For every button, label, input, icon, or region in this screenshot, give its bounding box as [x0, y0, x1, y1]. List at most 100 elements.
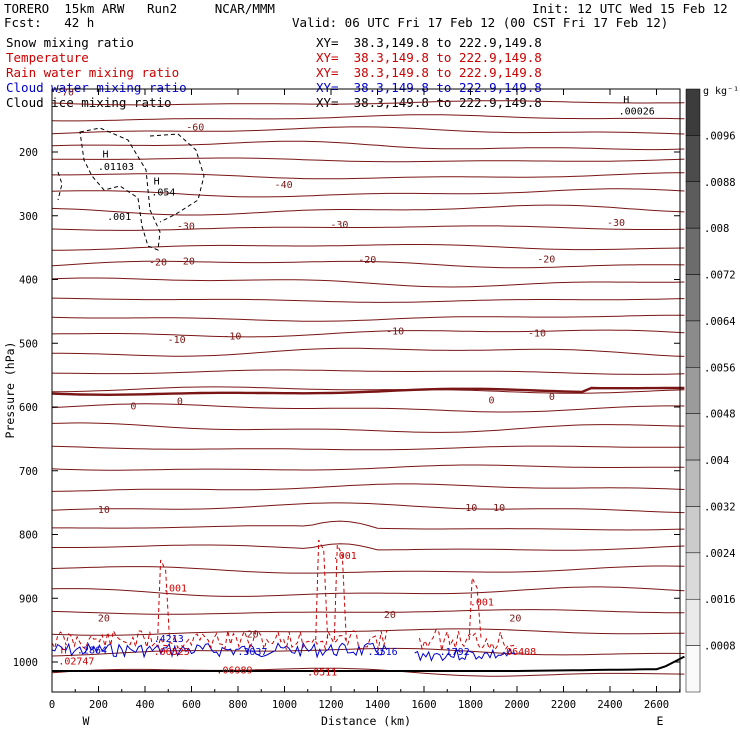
- isotherm-label: -40: [275, 180, 293, 191]
- colorbar-label: .0088: [704, 177, 736, 189]
- x-tick-label: 2400: [597, 699, 622, 711]
- ice-contour: [57, 171, 63, 201]
- field-cloudice-name: Cloud ice mixing ratio: [6, 95, 172, 110]
- colorbar-label: .0032: [704, 501, 736, 513]
- extremum-label: .01103: [98, 162, 134, 173]
- colorbar-bin: [685, 552, 701, 600]
- isotherm-line: [51, 445, 685, 451]
- colorbar-label: .0024: [704, 548, 736, 560]
- extremum-label: .001: [163, 583, 187, 594]
- rain-spike: [157, 559, 171, 641]
- isotherm-line: [51, 126, 685, 135]
- isotherm-line: [51, 114, 685, 122]
- isotherm-line: [51, 204, 685, 216]
- y-tick-label: 400: [19, 275, 38, 287]
- snow-contour: [79, 127, 161, 251]
- y-tick-label: 900: [19, 593, 38, 605]
- isotherm-line: [51, 297, 685, 303]
- colorbar-label: .0056: [704, 362, 736, 374]
- isotherm-label: -10: [528, 328, 546, 339]
- colorbar-bin: [685, 413, 701, 461]
- init-time: Init: 12 UTC Wed 15 Feb 12: [532, 1, 728, 16]
- colorbar-label: .0072: [704, 270, 736, 282]
- extremum-label: .3516: [368, 647, 398, 658]
- colorbar-bin: [685, 135, 701, 183]
- cloud-water-contour: [414, 647, 516, 662]
- isotherm-line: [51, 225, 685, 231]
- colorbar-bin: [685, 88, 701, 136]
- extremum-label: H: [154, 177, 160, 188]
- y-tick-label: 200: [19, 147, 38, 159]
- valid-time: Valid: 06 UTC Fri 17 Feb 12 (00 CST Fri …: [292, 15, 669, 30]
- isotherm-line: [51, 667, 685, 677]
- contour-labels: -70 -60 -40 -30 -30 -30 -20 -20 -20 -20 -10 -10 -10 -…: [56, 87, 625, 640]
- isotherm-line: [51, 314, 685, 322]
- colorbar-bin: [685, 598, 701, 646]
- y-tick-label: 300: [19, 211, 38, 223]
- x-tick-label: 1200: [318, 699, 343, 711]
- isotherm-line: [51, 586, 685, 597]
- colorbar-bin: [685, 227, 701, 275]
- isotherm-line: [52, 386, 685, 394]
- isotherm-label: -70: [56, 87, 74, 98]
- isotherm-line: [52, 244, 685, 251]
- colorbar-bin: [685, 645, 701, 693]
- y-tick-label: 800: [19, 530, 38, 542]
- snow-contour: [149, 133, 205, 223]
- isotherm-label: 20: [509, 613, 521, 624]
- isotherm-line: [51, 188, 685, 198]
- field-temperature-name: Temperature: [6, 50, 89, 65]
- colorbar-label: .0064: [704, 316, 736, 328]
- x-tick-label: 1800: [458, 699, 483, 711]
- colorbar-bin: [685, 506, 701, 554]
- isotherm-line: [51, 628, 685, 636]
- y-tick-label: 1000: [13, 657, 38, 669]
- x-axis-right-end: E: [657, 714, 664, 728]
- isotherm-line: [51, 403, 685, 413]
- extremum-label: .054: [151, 188, 175, 199]
- isotherm-label: -20: [149, 258, 167, 269]
- y-axis-title: Pressure (hPa): [3, 342, 17, 439]
- x-tick-label: 800: [229, 699, 248, 711]
- isotherm-label: -10: [386, 327, 404, 338]
- extremum-label: .001: [333, 551, 357, 562]
- isotherm-label: 20: [98, 613, 110, 624]
- colorbar-label: .0008: [704, 641, 736, 653]
- rain-contour: [418, 628, 518, 652]
- isotherm-line: [52, 157, 685, 163]
- extremum-label: .06408: [500, 647, 536, 658]
- isotherm-label: -10: [168, 335, 186, 346]
- x-tick-label: 1000: [272, 699, 297, 711]
- x-tick-label: 0: [49, 699, 55, 711]
- colorbar-label: .008: [704, 223, 729, 235]
- hydrometeor-contours: [51, 127, 518, 662]
- field-cloudice-xy: XY= 38.3,149.8 to 222.9,149.8: [316, 95, 542, 110]
- x-tick-label: 400: [136, 699, 155, 711]
- isotherm-label: 0: [130, 402, 136, 413]
- isotherm-label: 20: [384, 610, 396, 621]
- colorbar-bin: [685, 459, 701, 507]
- isotherm-line: [51, 329, 685, 338]
- field-snow-xy: XY= 38.3,149.8 to 222.9,149.8: [316, 35, 542, 50]
- isotherm-line: [52, 172, 685, 180]
- isotherm-label: 0: [177, 397, 183, 408]
- extremum-label: .06989: [216, 666, 252, 677]
- cloud-water-contour: [51, 641, 388, 659]
- rain-spike: [468, 576, 482, 641]
- extremum-label: .4213: [154, 634, 184, 645]
- colorbar-label: .004: [704, 455, 729, 467]
- isotherm-line: [51, 483, 685, 492]
- x-tick-label: 1400: [365, 699, 390, 711]
- isotherm-label: -20: [358, 255, 376, 266]
- y-tick-label: 600: [19, 402, 38, 414]
- extremum-label: .001: [470, 597, 494, 608]
- y-tick-label: 700: [19, 466, 38, 478]
- isotherm-label: -20: [537, 254, 555, 265]
- extremum-label: .00026: [619, 107, 655, 118]
- forecast-hour: Fcst: 42 h: [4, 15, 95, 30]
- isotherm-line: [51, 609, 685, 615]
- model-title: TORERO 15km ARW Run2 NCAR/MMM: [4, 1, 275, 16]
- field-rain-xy: XY= 38.3,149.8 to 222.9,149.8: [316, 65, 542, 80]
- colorbar-bin: [685, 367, 701, 414]
